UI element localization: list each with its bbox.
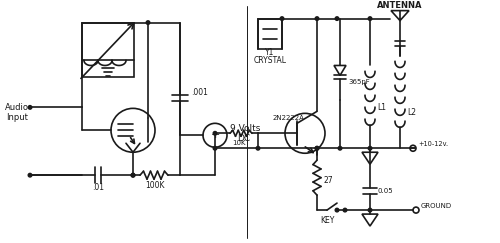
Text: CRYSTAL: CRYSTAL xyxy=(254,56,286,65)
Circle shape xyxy=(343,208,347,212)
Circle shape xyxy=(28,174,32,177)
Text: 100K: 100K xyxy=(145,181,165,190)
Text: +: + xyxy=(210,130,220,140)
Text: 365pF: 365pF xyxy=(348,79,370,86)
Bar xyxy=(82,23,134,78)
Circle shape xyxy=(131,174,135,177)
Bar xyxy=(258,19,282,49)
Circle shape xyxy=(146,21,150,24)
Text: 10K: 10K xyxy=(232,140,246,146)
Circle shape xyxy=(368,208,372,212)
Text: 27: 27 xyxy=(323,176,332,185)
Circle shape xyxy=(338,147,342,150)
Text: 0.05: 0.05 xyxy=(378,188,394,194)
Circle shape xyxy=(335,208,339,212)
Text: Y1: Y1 xyxy=(266,48,274,57)
Text: .01: .01 xyxy=(92,183,104,192)
Circle shape xyxy=(131,174,135,177)
Text: 9 Volts: 9 Volts xyxy=(230,124,260,133)
Text: L1: L1 xyxy=(377,103,386,112)
Circle shape xyxy=(256,147,260,150)
Circle shape xyxy=(368,147,372,150)
Text: DC: DC xyxy=(237,134,250,143)
Circle shape xyxy=(315,17,319,20)
Text: ANTENNA: ANTENNA xyxy=(378,1,423,10)
Circle shape xyxy=(315,147,319,150)
Circle shape xyxy=(213,147,217,150)
Circle shape xyxy=(213,131,217,135)
Text: Input: Input xyxy=(6,113,28,122)
Circle shape xyxy=(315,147,319,150)
Circle shape xyxy=(280,17,284,20)
Circle shape xyxy=(28,105,32,109)
Text: 2N2222A: 2N2222A xyxy=(273,115,305,121)
Text: L2: L2 xyxy=(407,108,416,117)
Text: GROUND: GROUND xyxy=(421,203,452,209)
Text: Audio: Audio xyxy=(5,103,29,112)
Circle shape xyxy=(335,17,339,20)
Text: .001: .001 xyxy=(191,88,208,97)
Text: +10-12v.: +10-12v. xyxy=(418,141,448,147)
Text: KEY: KEY xyxy=(320,216,334,225)
Circle shape xyxy=(368,17,372,20)
